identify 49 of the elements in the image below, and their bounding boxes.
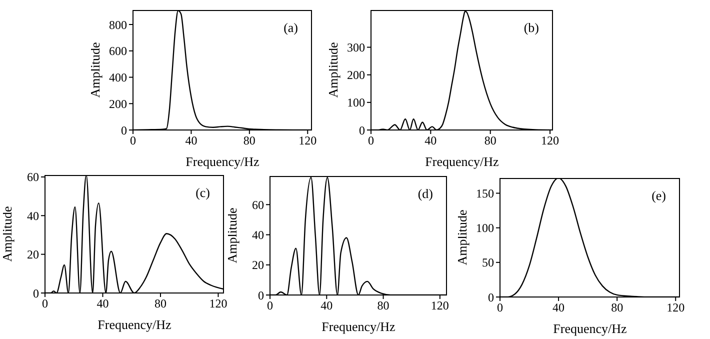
y-tick-label: 600 <box>109 44 127 58</box>
y-tick-label: 60 <box>27 170 39 184</box>
x-tick-label: 80 <box>484 134 496 148</box>
y-tick-label: 40 <box>27 208 39 223</box>
x-axis-title: Frequency/Hz <box>186 154 260 169</box>
x-tick-label: 40 <box>552 300 565 315</box>
x-tick-label: 80 <box>611 300 624 315</box>
y-tick-label: 50 <box>482 256 494 270</box>
x-tick-label: 120 <box>430 298 449 313</box>
x-tick-label: 0 <box>42 296 48 311</box>
y-tick-label: 400 <box>109 70 127 85</box>
x-tick-label: 0 <box>267 298 273 313</box>
x-tick-label: 80 <box>243 134 256 148</box>
y-tick-label: 0 <box>33 286 39 300</box>
x-tick-label: 40 <box>96 296 109 311</box>
y-tick-label: 0 <box>359 123 365 138</box>
annotation: (d) <box>418 186 433 202</box>
x-tick-label: 80 <box>377 298 390 313</box>
y-tick-label: 200 <box>109 96 127 111</box>
x-tick-label: 0 <box>368 134 374 148</box>
x-tick-label: 80 <box>154 296 166 311</box>
x-tick-label: 40 <box>320 298 333 313</box>
x-tick-label: 0 <box>497 300 503 315</box>
annotation: (a) <box>284 20 298 36</box>
annotation: (b) <box>524 20 539 36</box>
x-tick-label: 40 <box>424 134 437 148</box>
x-axis-title: Frequency/Hz <box>425 154 500 169</box>
y-tick-label: 800 <box>109 18 127 32</box>
x-tick-label: 120 <box>666 300 685 315</box>
y-tick-label: 20 <box>252 258 264 272</box>
x-tick-label: 0 <box>130 134 136 148</box>
y-tick-label: 100 <box>476 221 494 236</box>
y-tick-label: 40 <box>252 228 264 242</box>
y-tick-label: 150 <box>476 186 494 200</box>
y-tick-label: 0 <box>121 123 127 138</box>
y-tick-label: 60 <box>252 198 264 212</box>
x-tick-label: 120 <box>209 296 228 311</box>
x-axis-title: Frequency/Hz <box>553 321 628 336</box>
x-axis-title: Frequency/Hz <box>322 319 396 334</box>
x-tick-label: 120 <box>298 134 317 148</box>
x-tick-label: 120 <box>541 134 560 148</box>
x-axis-title: Frequency/Hz <box>98 317 172 332</box>
y-tick-label: 100 <box>347 96 365 110</box>
annotation: (c) <box>196 185 210 201</box>
x-tick-label: 40 <box>185 134 198 148</box>
y-tick-label: 200 <box>347 68 365 82</box>
y-tick-label: 300 <box>347 40 365 54</box>
y-tick-label: 20 <box>27 248 39 262</box>
annotation: (e) <box>652 188 666 204</box>
